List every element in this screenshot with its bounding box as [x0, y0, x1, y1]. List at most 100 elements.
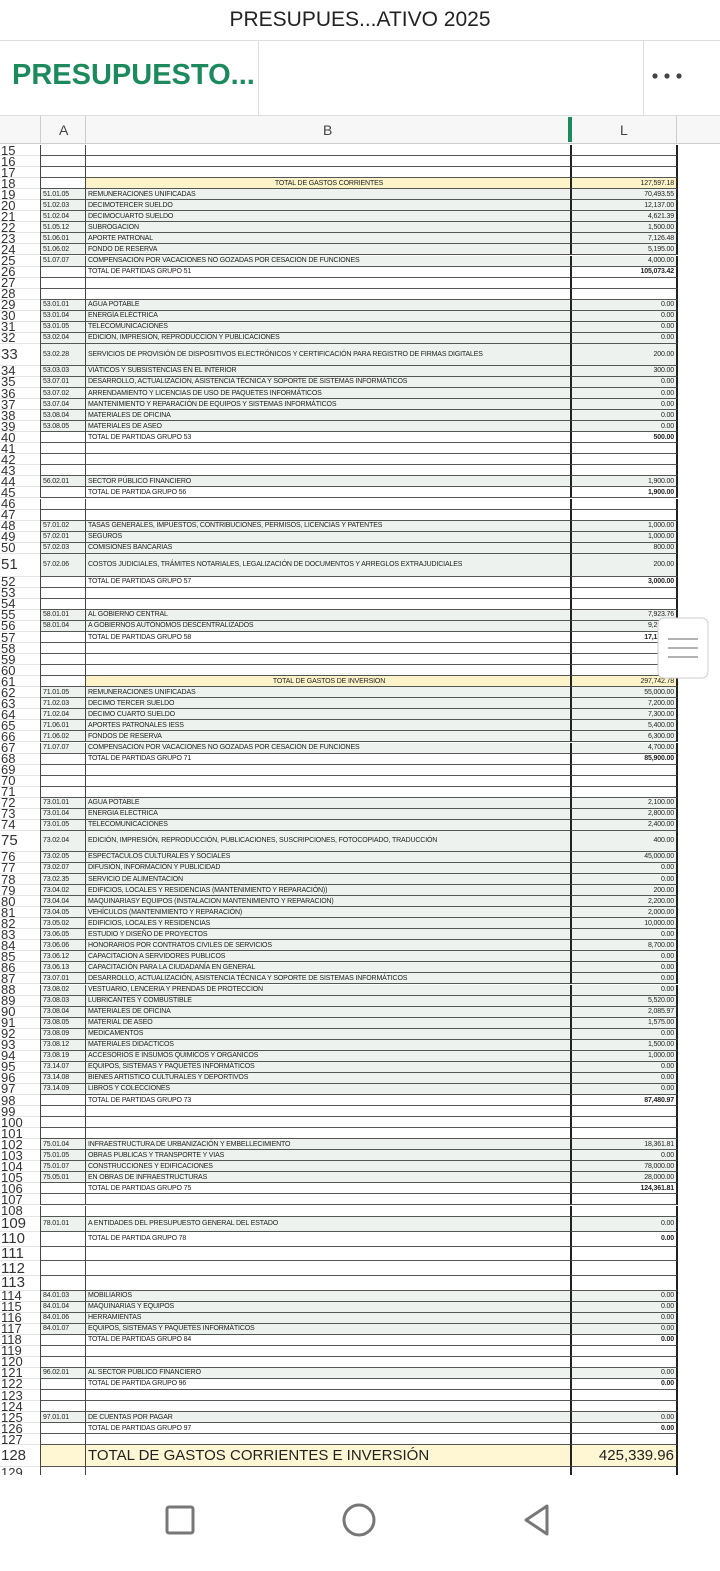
cell[interactable]: 7,200.00	[570, 698, 678, 710]
cell[interactable]: 425,339.96	[570, 1445, 678, 1468]
column-label[interactable]: A	[59, 122, 69, 138]
cell[interactable]: SECTOR PÚBLICO FINANCIERO	[85, 476, 570, 488]
cell[interactable]: VIÁTICOS Y SUBSISTENCIAS EN EL INTERIOR	[85, 365, 570, 377]
cell[interactable]: 73.08.05	[40, 1017, 85, 1029]
cell[interactable]: MATERIALES DIDACTICOS	[85, 1039, 570, 1051]
cell[interactable]: 300.00	[570, 365, 678, 377]
cell[interactable]	[570, 454, 678, 466]
cell[interactable]: 73.02.05	[40, 851, 85, 863]
cell[interactable]: 1,000.00	[570, 531, 678, 543]
cell[interactable]: 73.04.02	[40, 885, 85, 897]
cell[interactable]: 78,000.00	[570, 1161, 678, 1173]
cell[interactable]	[570, 509, 678, 521]
cell[interactable]: TELECOMUNICACIONES	[85, 819, 570, 831]
cell[interactable]: 73.01.04	[40, 808, 85, 820]
cell[interactable]: 5,400.00	[570, 720, 678, 732]
cell[interactable]: 2,085.97	[570, 1006, 678, 1018]
cell[interactable]	[40, 1128, 85, 1140]
cell[interactable]: COMISIONES BANCARIAS	[85, 542, 570, 554]
cell[interactable]	[570, 786, 678, 798]
cell[interactable]	[85, 1401, 570, 1413]
cell[interactable]: 1,900.00	[570, 487, 678, 499]
cell[interactable]: 73.04.05	[40, 907, 85, 919]
cell[interactable]: VESTUARIO, LENCERIA Y PRENDAS DE PROTECC…	[85, 984, 570, 996]
cell[interactable]	[570, 277, 678, 289]
cell[interactable]: 51.01.05	[40, 189, 85, 201]
cell[interactable]	[570, 1467, 678, 1475]
cell[interactable]: 0.00	[570, 1216, 678, 1232]
cell[interactable]	[85, 1261, 570, 1277]
cell[interactable]: 7,300.00	[570, 709, 678, 721]
cell[interactable]	[85, 1434, 570, 1446]
cell[interactable]: 87,480.97	[570, 1095, 678, 1107]
cell[interactable]	[85, 654, 570, 666]
cell[interactable]: 800.00	[570, 542, 678, 554]
cell[interactable]	[85, 775, 570, 787]
cell[interactable]: 71.02.03	[40, 698, 85, 710]
back[interactable]	[524, 1504, 549, 1536]
cell[interactable]: MATERIALES DE ASEO	[85, 421, 570, 433]
cell[interactable]: EDICIÓN, IMPRESIÓN, REPRODUCCIÓN, PUBLIC…	[85, 830, 570, 852]
cell[interactable]	[570, 1356, 678, 1368]
cell[interactable]: 75.01.07	[40, 1161, 85, 1173]
cell[interactable]	[85, 156, 570, 168]
cell[interactable]: 1,500.00	[570, 1039, 678, 1051]
cell[interactable]: COMPENSACIÓN POR VACACIONES NO GOZADAS P…	[85, 255, 570, 267]
cell[interactable]	[40, 178, 85, 190]
cell[interactable]: 73.08.04	[40, 1006, 85, 1018]
cell[interactable]: ENERGIA ELECTRICA	[85, 808, 570, 820]
cell[interactable]: 73.14.07	[40, 1061, 85, 1073]
cell[interactable]: DESARROLLO, ACTUALIZACIÓN, ASISTENCIA TÉ…	[85, 973, 570, 985]
cell[interactable]	[85, 443, 570, 455]
cell[interactable]: 1,900.00	[570, 476, 678, 488]
cell[interactable]	[40, 1205, 85, 1217]
cell[interactable]	[85, 1205, 570, 1217]
cell[interactable]: 105,073.42	[570, 266, 678, 278]
cell[interactable]: MEDICAMENTOS	[85, 1028, 570, 1040]
cell[interactable]: TOTAL DE PARTIDAS GRUPO 51	[85, 266, 570, 278]
cell[interactable]: 73.06.12	[40, 951, 85, 963]
cell[interactable]: 75.01.04	[40, 1139, 85, 1151]
cell[interactable]	[85, 1467, 570, 1475]
cell[interactable]: 96.02.01	[40, 1367, 85, 1379]
cell[interactable]	[40, 487, 85, 499]
cell[interactable]: AL SECTOR PÚBLICO FINANCIERO	[85, 1367, 570, 1379]
cell[interactable]	[40, 1390, 85, 1402]
cell[interactable]: 2,400.00	[570, 819, 678, 831]
cell[interactable]: EDICION, IMPRESIÓN, REPRODUCCION Y PUBLI…	[85, 332, 570, 344]
cell[interactable]: 73.07.01	[40, 973, 85, 985]
cell[interactable]: 1,575.00	[570, 1017, 678, 1029]
cell[interactable]: CAPACITACION A SERVIDORES PUBLICOS	[85, 951, 570, 963]
cell[interactable]	[40, 509, 85, 521]
cell[interactable]: 71.07.07	[40, 742, 85, 754]
cell[interactable]: 0.00	[570, 1334, 678, 1346]
cell[interactable]: 57.02.01	[40, 531, 85, 543]
cell[interactable]: 75.05.01	[40, 1172, 85, 1184]
cell[interactable]	[40, 288, 85, 300]
cell[interactable]	[570, 288, 678, 300]
cell[interactable]	[40, 1445, 85, 1468]
cell[interactable]: 51.05.12	[40, 222, 85, 234]
cell[interactable]	[40, 1334, 85, 1346]
cell[interactable]: 51.02.04	[40, 211, 85, 223]
sheet-title[interactable]: PRESUPUESTO...	[12, 59, 255, 91]
cell[interactable]: 0.00	[570, 332, 678, 344]
cell[interactable]: 51.07.07	[40, 255, 85, 267]
cell[interactable]	[570, 145, 678, 157]
cell[interactable]: MATERIAL DE ASEO	[85, 1017, 570, 1029]
home[interactable]	[342, 1503, 376, 1537]
cell[interactable]	[40, 443, 85, 455]
cell[interactable]: BIENES ARTISTICO CULTURALES Y DEPORTIVOS	[85, 1072, 570, 1084]
cell[interactable]: 73.08.03	[40, 995, 85, 1007]
cell[interactable]	[40, 167, 85, 179]
cell[interactable]	[85, 587, 570, 599]
cell[interactable]	[570, 1401, 678, 1413]
cell[interactable]: 18,361.81	[570, 1139, 678, 1151]
cell[interactable]: 0.00	[570, 388, 678, 400]
cell[interactable]: 0.00	[570, 399, 678, 411]
cell[interactable]: TOTAL DE PARTIDA GRUPO 96	[85, 1378, 570, 1390]
cell[interactable]: SERVICIOS DE PROVISIÓN DE DISPOSITIVOS E…	[85, 343, 570, 366]
cell[interactable]: 0.00	[570, 1150, 678, 1162]
cell[interactable]: 297,742.78	[570, 676, 678, 688]
cell[interactable]	[570, 764, 678, 776]
